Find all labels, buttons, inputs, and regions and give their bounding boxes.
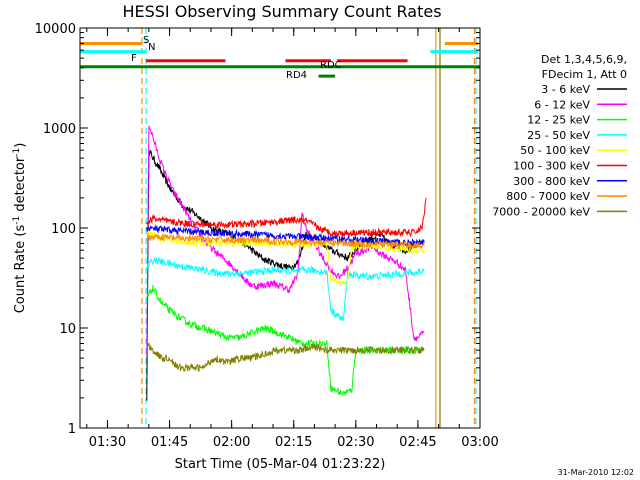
- y-axis: 1 10 100 1000 10000: [35, 22, 480, 437]
- legend-label-300-800-kev: 300 - 800 keV: [513, 175, 590, 188]
- y-axis-label-part3: ): [13, 143, 28, 148]
- series-line-25-50-kev: [146, 256, 425, 322]
- flag-label-rdc: RDC: [320, 60, 342, 71]
- series-line-800-7000-kev: [146, 232, 425, 249]
- series-line-50-100-kev: [146, 230, 425, 287]
- series-line-100-300-kev: [146, 197, 427, 238]
- x-tick-label-4: 02:15: [275, 435, 312, 450]
- x-tick-label-3: 02:00: [213, 435, 250, 450]
- legend-entries: 3 - 6 keV 6 - 12 keV 12 - 25 keV 25 - 50 ke…: [492, 83, 627, 218]
- flag-label-s: S: [143, 35, 149, 46]
- y-axis-label-sup2: -1: [12, 148, 22, 157]
- y-axis-label-part1: Count Rate (s: [13, 225, 28, 314]
- y-tick-label-1: 1: [68, 422, 76, 437]
- legend-label-6-12-kev: 6 - 12 keV: [534, 98, 590, 111]
- footer-timestamp: 31-Mar-2010 12:02: [558, 468, 635, 477]
- legend-header-1: Det 1,3,4,5,6,9,: [541, 53, 627, 66]
- y-tick-label-3: 100: [51, 222, 76, 237]
- series-line-6-12-kev: [146, 125, 425, 356]
- y-tick-label-5: 10000: [35, 22, 76, 37]
- legend-label-25-50-kev: 25 - 50 keV: [527, 129, 590, 142]
- series-line-300-800-kev: [146, 224, 425, 248]
- series-line-7000-20000-kev: [146, 342, 425, 373]
- chart-title: HESSI Observing Summary Count Rates: [122, 2, 441, 21]
- flag-label-rd4: RD4: [286, 70, 307, 81]
- x-tick-label-1: 01:30: [89, 435, 126, 450]
- series-line-3-6-kev: [146, 149, 425, 401]
- x-axis: 01:30 01:45 02:00 02:15 02:30 02:45 03:00: [86, 28, 499, 450]
- y-tick-label-2: 10: [59, 322, 76, 337]
- y-axis-label-part2: detector: [13, 156, 28, 216]
- x-tick-label-2: 01:45: [151, 435, 188, 450]
- y-axis-label: Count Rate (s-1 detector-1): [12, 143, 28, 314]
- legend-label-3-6-kev: 3 - 6 keV: [541, 83, 590, 96]
- plot-area: SNF RDC RD4: [80, 28, 480, 428]
- legend: Det 1,3,4,5,6,9, FDecim 1, Att 0 3 - 6 k…: [492, 53, 627, 218]
- legend-label-800-7000-kev: 800 - 7000 keV: [506, 190, 590, 203]
- x-tick-label-6: 02:45: [399, 435, 436, 450]
- legend-label-7000-20000-kev: 7000 - 20000 keV: [492, 205, 590, 218]
- y-tick-label-4: 1000: [43, 122, 76, 137]
- flag-label-f: F: [131, 53, 137, 64]
- legend-label-100-300-kev: 100 - 300 keV: [513, 160, 590, 173]
- legend-label-50-100-kev: 50 - 100 keV: [520, 144, 590, 157]
- legend-header-2: FDecim 1, Att 0: [542, 68, 627, 81]
- x-tick-label-5: 02:30: [337, 435, 374, 450]
- series-line-12-25-kev: [146, 284, 425, 397]
- y-axis-label-sup1: -1: [12, 216, 22, 225]
- flag-label-n: N: [148, 42, 155, 53]
- legend-label-12-25-kev: 12 - 25 keV: [527, 114, 590, 127]
- x-axis-label: Start Time (05-Mar-04 01:23:22): [175, 457, 386, 472]
- x-tick-label-7: 03:00: [461, 435, 498, 450]
